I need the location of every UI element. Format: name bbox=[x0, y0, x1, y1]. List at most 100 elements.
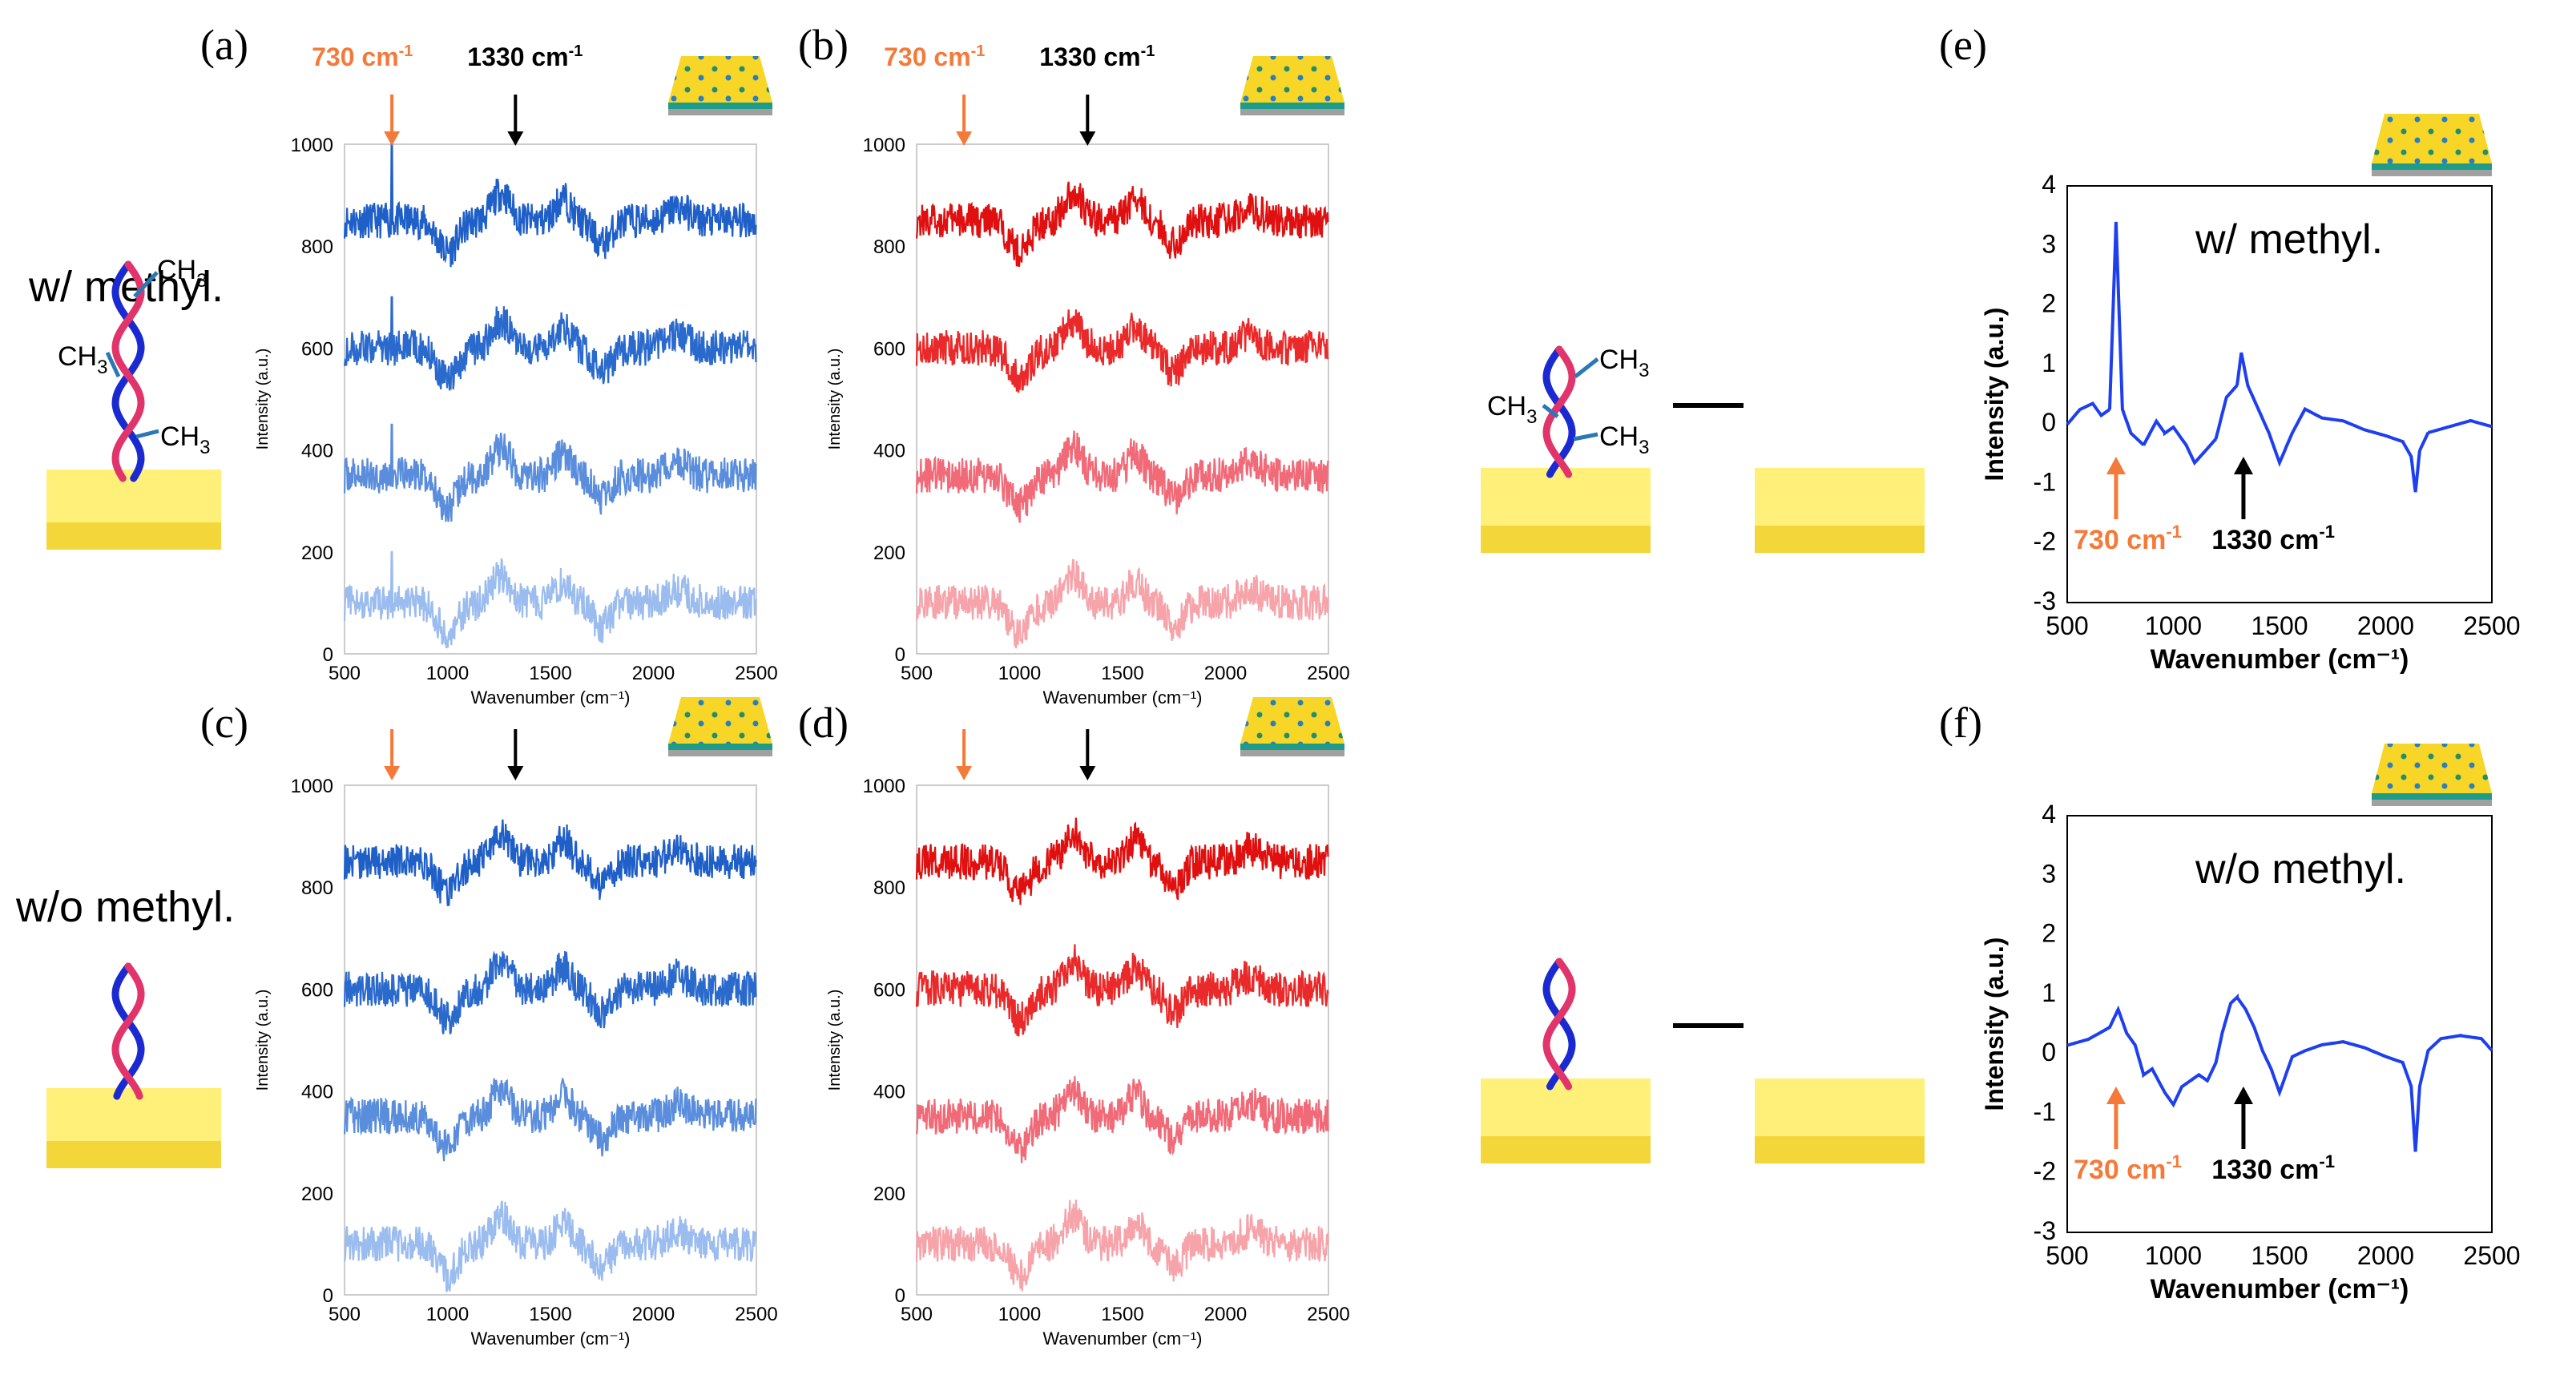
arrow-1330-head bbox=[1079, 766, 1096, 780]
x-tick-label: 500 bbox=[2046, 1241, 2088, 1270]
spectrum-line bbox=[915, 558, 1329, 649]
y-axis-label: Intensity (a.u.) bbox=[826, 990, 844, 1091]
x-tick-label: 1500 bbox=[1101, 1304, 1143, 1325]
dna-helix-methyl-left bbox=[111, 260, 145, 482]
svg-text:CH3: CH3 bbox=[160, 421, 210, 458]
x-tick-label: 2500 bbox=[1307, 663, 1349, 684]
y-tick-label: 4 bbox=[2042, 170, 2056, 199]
chart-title: w/o methyl. bbox=[2195, 846, 2406, 893]
label-1330: 1330 cm-1 bbox=[1039, 42, 1155, 71]
arrow-1330-head bbox=[2233, 457, 2253, 474]
spectrum-line bbox=[915, 309, 1329, 393]
methyl-labels-mid: CH3 CH3 CH3 bbox=[1487, 345, 1649, 458]
spectrum-line bbox=[343, 423, 757, 522]
spectrum-line bbox=[915, 944, 1329, 1037]
label-730: 730 cm-1 bbox=[2074, 1151, 2182, 1185]
x-tick-label: 2000 bbox=[2357, 1241, 2414, 1270]
x-tick-label: 1500 bbox=[2251, 611, 2308, 640]
arrow-1330-head bbox=[1079, 131, 1096, 146]
label-730: 730 cm-1 bbox=[312, 42, 413, 71]
x-axis-label: Wavenumber (cm⁻¹) bbox=[1042, 1329, 1202, 1349]
svg-text:CH3: CH3 bbox=[1599, 421, 1649, 458]
chart-d: 500 1000 1500 2000 250002004006008001000Wave… bbox=[826, 697, 1350, 1349]
x-tick-label: 2500 bbox=[2463, 1241, 2520, 1270]
label-1330: 1330 cm-1 bbox=[2211, 522, 2335, 555]
chart-a: 500 1000 1500 2000 250002004006008001000Wave… bbox=[254, 56, 778, 708]
x-tick-label: 2000 bbox=[2357, 611, 2414, 640]
spectrum-line bbox=[343, 819, 757, 906]
arrow-1330-head bbox=[507, 131, 524, 146]
y-tick-label: 800 bbox=[873, 236, 905, 258]
spectrum-line bbox=[915, 1200, 1329, 1292]
y-tick-label: 0 bbox=[2042, 1038, 2056, 1066]
spectrum-line bbox=[343, 1077, 757, 1162]
spectrum-line bbox=[915, 817, 1329, 905]
without-methyl-label: w/o methyl. bbox=[15, 883, 235, 931]
chart-title: w/ methyl. bbox=[2195, 216, 2383, 263]
x-tick-label: 1000 bbox=[426, 663, 469, 684]
label-730: 730 cm-1 bbox=[2074, 522, 2182, 555]
spectrum-line bbox=[343, 296, 757, 391]
y-tick-label: 600 bbox=[873, 338, 905, 360]
arrow-730-head bbox=[384, 131, 401, 146]
x-axis-label: Wavenumber (cm⁻¹) bbox=[470, 1329, 630, 1349]
arrow-730-head bbox=[2106, 1087, 2126, 1104]
x-tick-label: 1500 bbox=[529, 663, 571, 684]
substrate-icon bbox=[1240, 56, 1344, 115]
y-tick-label: 3 bbox=[2042, 859, 2056, 888]
y-tick-label: 1 bbox=[2042, 349, 2056, 377]
x-tick-label: 1000 bbox=[998, 1304, 1041, 1325]
methyl-labels-left: CH3 CH3 CH3 bbox=[58, 255, 210, 458]
spectrum-line bbox=[343, 550, 757, 648]
chart-e: 500 1000 1500 2000 2500 -3 -2 -1 0 1 2 3 4 Wavenumber… bbox=[1980, 114, 2521, 675]
difference-spectrum-line bbox=[2066, 221, 2493, 493]
arrow-1330-head bbox=[507, 766, 524, 780]
x-axis-label: Wavenumber (cm⁻¹) bbox=[2151, 1274, 2409, 1304]
plot-frame bbox=[344, 784, 757, 1296]
y-axis-label: Intensity (a.u.) bbox=[826, 349, 844, 450]
y-tick-label: 0 bbox=[2042, 408, 2056, 437]
panel-label-b: (b) bbox=[798, 21, 849, 69]
x-tick-label: 2500 bbox=[735, 1304, 777, 1325]
y-axis-label: Intensity (a.u.) bbox=[254, 990, 272, 1091]
arrow-730-head bbox=[384, 766, 401, 780]
substrate-mid-bottom bbox=[1481, 1079, 1651, 1163]
panel-label-c: (c) bbox=[200, 699, 248, 747]
spectrum-line bbox=[915, 1076, 1329, 1163]
y-tick-label: 200 bbox=[301, 542, 333, 564]
plot-frame bbox=[916, 784, 1329, 1296]
y-tick-label: -3 bbox=[2034, 1216, 2056, 1245]
substrate-icon bbox=[668, 56, 772, 115]
x-tick-label: 500 bbox=[901, 663, 933, 684]
substrate-icon bbox=[2372, 114, 2492, 176]
y-axis-label: Intensity (a.u.) bbox=[254, 349, 272, 450]
x-tick-label: 2500 bbox=[1307, 1304, 1349, 1325]
x-tick-label: 500 bbox=[329, 663, 361, 684]
svg-text:CH3: CH3 bbox=[1599, 345, 1649, 381]
x-tick-label: 1500 bbox=[529, 1304, 571, 1325]
y-tick-label: 2 bbox=[2042, 919, 2056, 948]
panel-label-a: (a) bbox=[200, 21, 248, 69]
y-tick-label: -2 bbox=[2034, 527, 2056, 556]
y-tick-label: -1 bbox=[2034, 467, 2056, 496]
x-axis-label: Wavenumber (cm⁻¹) bbox=[470, 687, 630, 708]
chart-f: 500 1000 1500 2000 2500 -3 -2 -1 0 1 2 3 4 Wavenumber… bbox=[1980, 744, 2521, 1304]
y-tick-label: 800 bbox=[301, 236, 333, 258]
x-tick-label: 2000 bbox=[1204, 1304, 1247, 1325]
spectrum-line bbox=[343, 1200, 757, 1292]
y-tick-label: 1 bbox=[2042, 978, 2056, 1007]
y-tick-label: 400 bbox=[301, 441, 333, 462]
x-tick-label: 1000 bbox=[998, 663, 1041, 684]
plot-frame bbox=[2066, 185, 2493, 603]
x-tick-label: 1500 bbox=[2251, 1241, 2308, 1270]
x-tick-label: 2000 bbox=[1204, 663, 1247, 684]
y-axis-label: Intensity (a.u.) bbox=[1980, 937, 2009, 1111]
x-tick-label: 2000 bbox=[632, 663, 675, 684]
y-tick-label: -2 bbox=[2034, 1157, 2056, 1186]
y-tick-label: 3 bbox=[2042, 229, 2056, 258]
svg-text:CH3: CH3 bbox=[58, 341, 107, 378]
chart-c: 500 1000 1500 2000 250002004006008001000Wave… bbox=[254, 697, 778, 1349]
arrow-1330-head bbox=[2233, 1087, 2253, 1104]
y-tick-label: 400 bbox=[873, 1082, 905, 1103]
svg-text:CH3: CH3 bbox=[1487, 391, 1537, 428]
